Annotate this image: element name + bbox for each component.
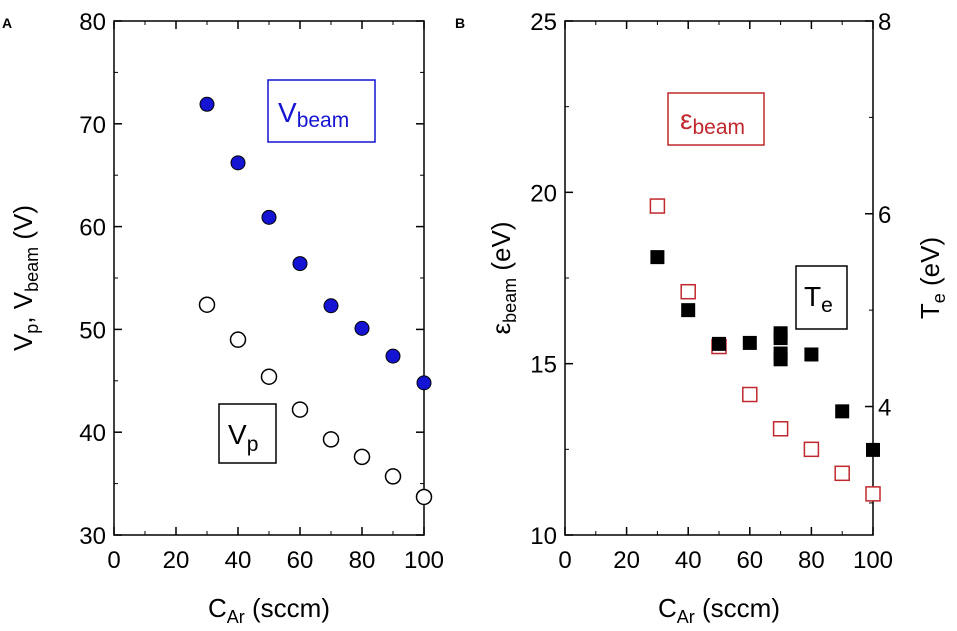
data-point-t-e bbox=[681, 303, 696, 318]
legend-v-p-box bbox=[218, 403, 277, 464]
data-point-v-p bbox=[198, 296, 216, 313]
panel-a-x-tick-labels: 0 20 40 60 80 100 bbox=[107, 547, 444, 574]
a-x-tick-label: 20 bbox=[163, 547, 190, 574]
a-x-tick-label: 100 bbox=[404, 547, 444, 574]
panel-a-data-points bbox=[198, 96, 433, 506]
b-y-tick-label: 15 bbox=[530, 352, 557, 379]
panel-b-data-points bbox=[649, 198, 881, 502]
panel-b-y-axis-title: εbeam (eV) bbox=[486, 222, 520, 335]
data-point-t-e bbox=[804, 347, 819, 362]
a-y-tick-label: 50 bbox=[79, 317, 106, 344]
data-point-v-beam bbox=[230, 155, 246, 171]
panel-a: A 0 20 40 60 80 100 30 40 50 60 70 80 CA… bbox=[2, 9, 444, 627]
a-y-tick-label: 40 bbox=[79, 420, 106, 447]
data-point--beam bbox=[865, 486, 881, 502]
b-y-tick-label: 25 bbox=[530, 9, 557, 36]
data-point-v-beam bbox=[385, 348, 401, 364]
legend-epsilon-beam-label: εbeam bbox=[680, 104, 745, 139]
panel-a-y-axis-title: Vp, Vbeam (V) bbox=[8, 205, 42, 351]
a-x-tick-label: 60 bbox=[287, 547, 314, 574]
b-x-tick-label: 80 bbox=[798, 547, 825, 574]
panel-a-label: A bbox=[2, 15, 12, 31]
data-point-t-e bbox=[742, 335, 757, 350]
b-y2-tick-label: 6 bbox=[878, 202, 891, 229]
data-point--beam bbox=[772, 421, 789, 437]
data-point-v-beam bbox=[292, 256, 308, 272]
data-point--beam bbox=[803, 441, 820, 458]
data-point-v-beam bbox=[261, 209, 277, 225]
a-x-tick-label: 40 bbox=[225, 547, 252, 574]
data-point-v-beam bbox=[354, 320, 370, 336]
panel-b-right-tick-labels: 4 6 8 bbox=[878, 9, 891, 422]
data-point-v-beam bbox=[199, 96, 215, 112]
a-y-tick-label: 70 bbox=[79, 112, 106, 139]
data-point-v-p bbox=[353, 448, 371, 466]
data-point-v-p bbox=[322, 431, 340, 448]
legend-t-e: Te bbox=[795, 265, 848, 330]
panel-b-right-axis-title: Te (eV) bbox=[915, 237, 949, 319]
b-x-tick-label: 40 bbox=[675, 547, 702, 574]
legend-v-beam: Vbeam bbox=[267, 79, 376, 143]
b-x-tick-label: 60 bbox=[736, 547, 763, 574]
legend-epsilon-beam: εbeam bbox=[667, 92, 765, 146]
legend-v-p: Vp bbox=[218, 403, 277, 464]
panel-b-x-tick-labels: 0 20 40 60 80 100 bbox=[558, 547, 893, 574]
a-y-tick-label: 60 bbox=[79, 215, 106, 242]
data-point-v-beam bbox=[323, 298, 339, 314]
data-point-v-p bbox=[291, 401, 309, 418]
legend-v-beam-box bbox=[267, 79, 376, 143]
panel-b-ticks bbox=[564, 20, 874, 536]
b-x-tick-label: 0 bbox=[558, 547, 571, 574]
a-y-tick-label: 80 bbox=[79, 9, 106, 36]
data-point-t-e bbox=[650, 250, 665, 265]
panel-a-x-axis-title: CAr (sccm) bbox=[208, 593, 330, 627]
legend-t-e-label: Te bbox=[804, 281, 833, 317]
data-point-t-e bbox=[866, 442, 880, 457]
panel-b-y-tick-labels: 10 15 20 25 bbox=[530, 9, 557, 550]
b-y-tick-label: 20 bbox=[530, 180, 557, 207]
b-y-tick-label: 10 bbox=[530, 523, 557, 550]
data-point--beam bbox=[742, 386, 758, 403]
data-point-v-beam bbox=[416, 375, 432, 391]
legend-v-p-label: Vp bbox=[228, 419, 258, 456]
b-y2-tick-label: 8 bbox=[878, 9, 891, 36]
data-point-t-e bbox=[712, 336, 726, 351]
b-x-tick-label: 100 bbox=[853, 547, 893, 574]
data-point--beam bbox=[649, 198, 666, 214]
data-point-v-p bbox=[384, 468, 402, 485]
a-y-tick-label: 30 bbox=[79, 523, 106, 550]
data-point--beam bbox=[680, 283, 696, 300]
data-point-t-e bbox=[773, 331, 788, 346]
panel-b-label: B bbox=[455, 15, 465, 31]
legend-t-e-box bbox=[795, 265, 848, 330]
panel-b: B 0 20 40 60 80 100 10 15 20 25 4 6 8 CA… bbox=[455, 9, 949, 627]
data-point--beam bbox=[834, 465, 850, 482]
legend-epsilon-beam-box bbox=[667, 92, 765, 146]
data-point-v-p bbox=[415, 488, 433, 506]
b-y2-tick-label: 4 bbox=[878, 395, 891, 422]
data-point-t-e bbox=[773, 352, 788, 367]
panel-b-x-axis-title: CAr (sccm) bbox=[658, 593, 780, 627]
a-x-tick-label: 0 bbox=[107, 547, 120, 574]
data-point-v-p bbox=[260, 368, 278, 385]
data-point-t-e bbox=[835, 404, 850, 419]
a-x-tick-label: 80 bbox=[349, 547, 376, 574]
panel-a-y-tick-labels: 30 40 50 60 70 80 bbox=[79, 9, 106, 550]
b-x-tick-label: 20 bbox=[613, 547, 640, 574]
data-point-v-p bbox=[229, 331, 247, 348]
legend-v-beam-label: Vbeam bbox=[278, 97, 349, 132]
